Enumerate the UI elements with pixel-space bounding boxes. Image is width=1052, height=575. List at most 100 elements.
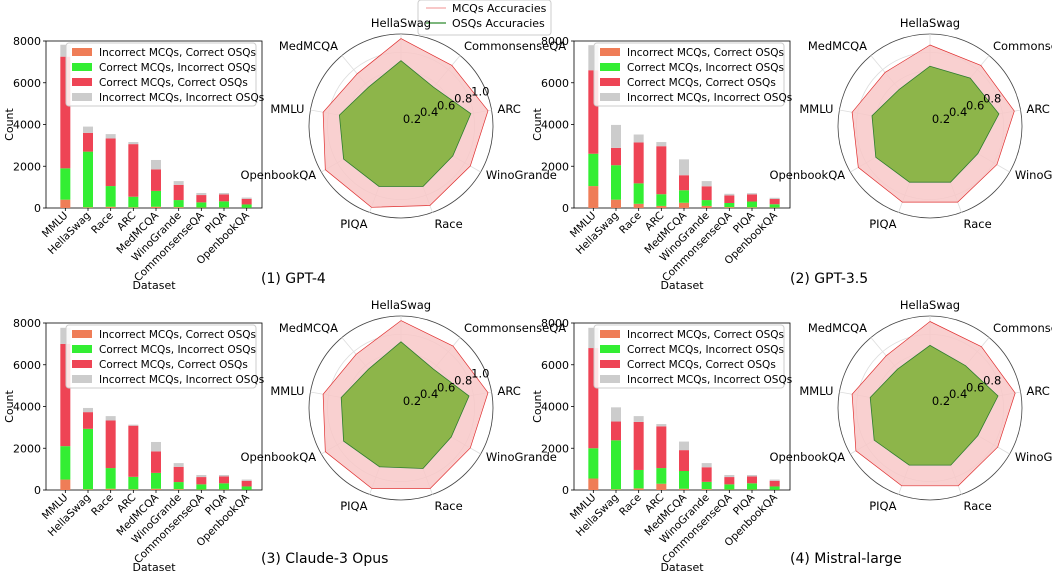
- radar-r-tick-label: 0.2: [403, 394, 421, 408]
- y-tick-label: 8000: [541, 317, 569, 330]
- x-tick-label: Race: [89, 210, 116, 237]
- bar-legend-label: Correct MCQs, Incorrect OSQs: [627, 344, 784, 356]
- bar-segment: [611, 489, 621, 490]
- radar-axis-label: Race: [435, 217, 463, 231]
- bar-segment: [656, 468, 667, 484]
- bar-segment: [611, 165, 621, 200]
- y-tick-label: 0: [34, 484, 41, 497]
- radar-axis-label: ARC: [1027, 384, 1050, 398]
- bar-segment: [241, 197, 252, 199]
- y-tick-label: 4000: [541, 119, 569, 132]
- bar-legend-swatch: [72, 78, 92, 86]
- radar-r-tick-label: 0.8: [983, 91, 1001, 105]
- bar-segment: [724, 207, 735, 208]
- bar-segment: [611, 147, 621, 166]
- radar-axis-label: OpenbookQA: [240, 168, 316, 182]
- bar-segment: [196, 484, 207, 490]
- bar-segment: [611, 407, 621, 422]
- radar-r-tick-label: 0.2: [932, 394, 950, 408]
- bar-segment: [151, 441, 161, 452]
- bar-segment: [679, 175, 689, 191]
- bar-segment: [724, 484, 735, 490]
- radar-axis-label: Race: [964, 217, 992, 231]
- bar-segment: [173, 184, 184, 201]
- bar-segment: [747, 207, 757, 208]
- radar-axis-label: PIQA: [340, 217, 367, 231]
- bar-segment: [633, 142, 644, 184]
- radar-axis-label: Race: [435, 499, 463, 513]
- bar-segment: [151, 472, 161, 489]
- bar-segment: [128, 425, 139, 477]
- bar-segment: [769, 479, 780, 481]
- bar-legend: Incorrect MCQs, Correct OSQs Correct MCQs…: [65, 42, 264, 107]
- panel-caption: (3) Claude-3 Opus: [261, 551, 388, 567]
- bar-legend-swatch: [600, 63, 620, 71]
- radar-axis-label: OpenbookQA: [769, 168, 845, 182]
- bar-segment: [747, 194, 757, 202]
- bar-segment: [128, 476, 139, 490]
- bar-segment: [60, 44, 71, 57]
- bar-segment: [588, 70, 599, 154]
- radar-axis-label: MedMCQA: [808, 39, 867, 53]
- bar-segment: [151, 159, 161, 170]
- bar-legend-label: Correct MCQs, Incorrect OSQs: [99, 62, 256, 74]
- bar-segment: [173, 482, 184, 490]
- bar-segment: [60, 56, 71, 169]
- x-tick-label: Race: [89, 492, 116, 519]
- bar-segment: [656, 146, 667, 195]
- bar-segment: [241, 479, 252, 481]
- panel-1: 0 2000 4000 6000 8000 Count MMLU HellaSwag Race A…: [3, 16, 566, 292]
- x-axis-label: Dataset: [660, 561, 704, 574]
- bar-legend-frame: [65, 42, 257, 107]
- top-legend-label: MCQs Accuracies: [452, 2, 547, 15]
- radar-osq-area: [340, 341, 470, 469]
- bar-segment: [701, 186, 712, 201]
- radar-axis-label: HellaSwag: [371, 16, 431, 30]
- top-legend-frame: [417, 0, 552, 36]
- bar-segment: [679, 441, 689, 451]
- radar-axis-label: HellaSwag: [900, 16, 960, 30]
- bar-segment: [219, 476, 229, 484]
- radar-axis-label: MMLU: [270, 102, 304, 116]
- bar-segment: [60, 327, 71, 344]
- radar-axis-label: CommonsenseQA: [464, 39, 566, 53]
- panel-caption: (4) Mistral-large: [790, 551, 902, 567]
- bar-segment: [83, 151, 93, 208]
- bar-segment: [105, 468, 116, 489]
- bar-segment: [701, 200, 712, 206]
- bar-segment: [724, 193, 735, 196]
- bar-legend-label: Correct MCQs, Incorrect OSQs: [627, 62, 784, 74]
- bar-segment: [769, 199, 780, 205]
- top-legend: MCQs Accuracies OSQs Accuracies: [417, 0, 552, 36]
- radar-r-tick-label: 1.0: [471, 85, 489, 99]
- bar-segment: [747, 193, 757, 195]
- bar-segment: [679, 471, 689, 489]
- bar-legend-swatch: [72, 330, 92, 338]
- bar-segment: [241, 486, 252, 490]
- bar-legend-label: Incorrect MCQs, Incorrect OSQs: [99, 374, 264, 386]
- bar-legend-swatch: [600, 78, 620, 86]
- y-tick-label: 8000: [541, 35, 569, 48]
- radar-axis-label: HellaSwag: [371, 298, 431, 312]
- bar-segment: [128, 144, 139, 197]
- bar-segment: [60, 446, 71, 480]
- radar-axis-label: MedMCQA: [808, 321, 867, 335]
- radar-r-tick-label: 0.6: [966, 380, 984, 394]
- radar-r-tick-label: 1.0: [471, 367, 489, 381]
- bar-segment: [219, 483, 229, 490]
- bar-segment: [656, 483, 667, 490]
- radar-r-tick-label: 0.6: [437, 380, 455, 394]
- bar-segment: [701, 205, 712, 208]
- y-tick-label: 2000: [13, 160, 41, 173]
- y-tick-label: 8000: [13, 317, 41, 330]
- bar-segment: [105, 488, 116, 490]
- bar-segment: [83, 412, 93, 429]
- bar-segment: [679, 450, 689, 472]
- radar-axis-label: PIQA: [869, 499, 896, 513]
- bar-segment: [105, 420, 116, 469]
- x-tick-label: Race: [617, 210, 644, 237]
- panel-2: 0 2000 4000 6000 8000 Count MMLU HellaSwag Race A…: [531, 16, 1052, 292]
- y-axis-label: Count: [531, 389, 544, 422]
